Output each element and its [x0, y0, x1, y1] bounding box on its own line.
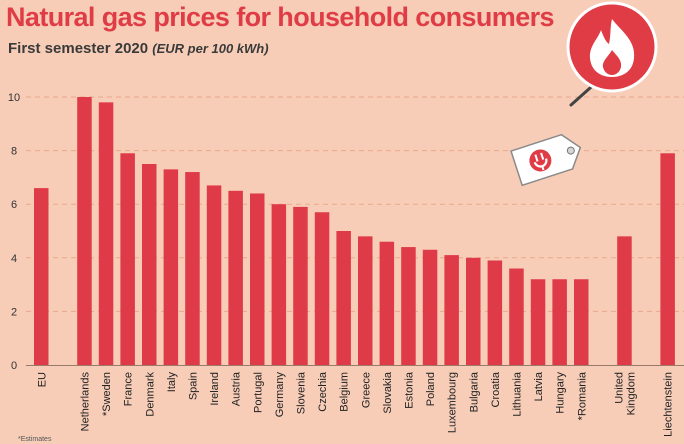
- flame-icon: [566, 1, 658, 93]
- gas-plug-icon: [510, 78, 601, 187]
- x-tick-label: Greece: [360, 372, 372, 408]
- x-tick-label: Belgium: [339, 372, 351, 412]
- bar: [487, 260, 503, 365]
- x-tick-label: Luxembourg: [447, 372, 459, 433]
- x-tick-label: Hungary: [555, 372, 567, 414]
- bar: [336, 231, 351, 365]
- x-tick-label: Slovakia: [382, 371, 394, 413]
- footnote: *Estimates: [18, 436, 52, 443]
- chart-title: Natural gas prices for household consume…: [6, 2, 555, 32]
- subtitle-period: First semester 2020: [8, 40, 149, 57]
- bar: [34, 188, 49, 365]
- x-tick-label: Italy: [166, 372, 178, 393]
- x-tick-label: Estonia: [403, 371, 415, 409]
- x-tick-label: Ireland: [209, 372, 221, 406]
- bar: [163, 169, 179, 365]
- x-tick-label: Lithuania: [511, 371, 523, 417]
- x-tick-label: Latvia: [533, 371, 545, 401]
- x-tick-label: Denmark: [144, 372, 156, 417]
- y-tick-label: 8: [11, 146, 17, 158]
- bar: [271, 204, 287, 365]
- bar: [509, 268, 524, 365]
- bar: [358, 236, 373, 365]
- x-axis-labels: EU Netherlands *Sweden France Denmark Italy Sp…: [36, 371, 674, 437]
- x-tick-label: France: [123, 372, 135, 406]
- x-tick-label: Slovenia: [295, 371, 307, 414]
- x-tick-label: Czechia: [317, 371, 329, 412]
- bar: [530, 279, 546, 365]
- bar: [185, 172, 200, 365]
- bar: [444, 255, 459, 365]
- chart-subtitle: First semester 2020 (EUR per 100 kWh): [8, 40, 269, 57]
- bar: [660, 153, 675, 365]
- bar: [293, 206, 308, 365]
- x-tick-label: Croatia: [490, 371, 502, 407]
- y-tick-label: 0: [11, 360, 17, 372]
- bar: [574, 279, 589, 365]
- bar: [617, 236, 632, 365]
- x-tick-label: Spain: [187, 372, 199, 400]
- bar: [552, 279, 567, 365]
- bar: [206, 185, 222, 365]
- bar: [142, 164, 157, 365]
- x-tick-label: Portugal: [252, 372, 264, 413]
- bar: [466, 257, 481, 365]
- x-tick-label: Bulgaria: [468, 371, 480, 412]
- x-tick-label: Liechtenstein: [663, 372, 675, 437]
- x-tick-label: Austria: [231, 371, 243, 406]
- x-tick-label: *Romania: [576, 371, 588, 420]
- grid-lines: [26, 96, 684, 312]
- bar: [250, 193, 265, 365]
- x-tick-label: Netherlands: [79, 372, 91, 432]
- bar: [120, 153, 135, 365]
- y-tick-label: 4: [11, 253, 17, 265]
- bar: [228, 190, 243, 365]
- y-tick-label: 2: [11, 306, 17, 318]
- bar: [401, 247, 416, 365]
- bars: [34, 97, 675, 366]
- x-tick-label: United: [613, 372, 625, 404]
- x-tick-label: *Sweden: [101, 372, 113, 416]
- x-tick-label: Poland: [425, 372, 437, 406]
- y-tick-label: 6: [11, 199, 17, 211]
- bar: [77, 97, 92, 365]
- subtitle-unit: (EUR per 100 kWh): [152, 41, 269, 56]
- x-tick-label: Germany: [274, 372, 286, 418]
- bar: [379, 241, 395, 365]
- y-axis-ticks: 0 2 4 6 8 10: [8, 92, 20, 372]
- bar: [98, 102, 114, 366]
- bar: [422, 249, 438, 365]
- bar: [314, 212, 330, 365]
- y-tick-label: 10: [8, 92, 20, 104]
- x-tick-label: Kingdom: [625, 372, 637, 415]
- x-tick-label: EU: [36, 372, 48, 387]
